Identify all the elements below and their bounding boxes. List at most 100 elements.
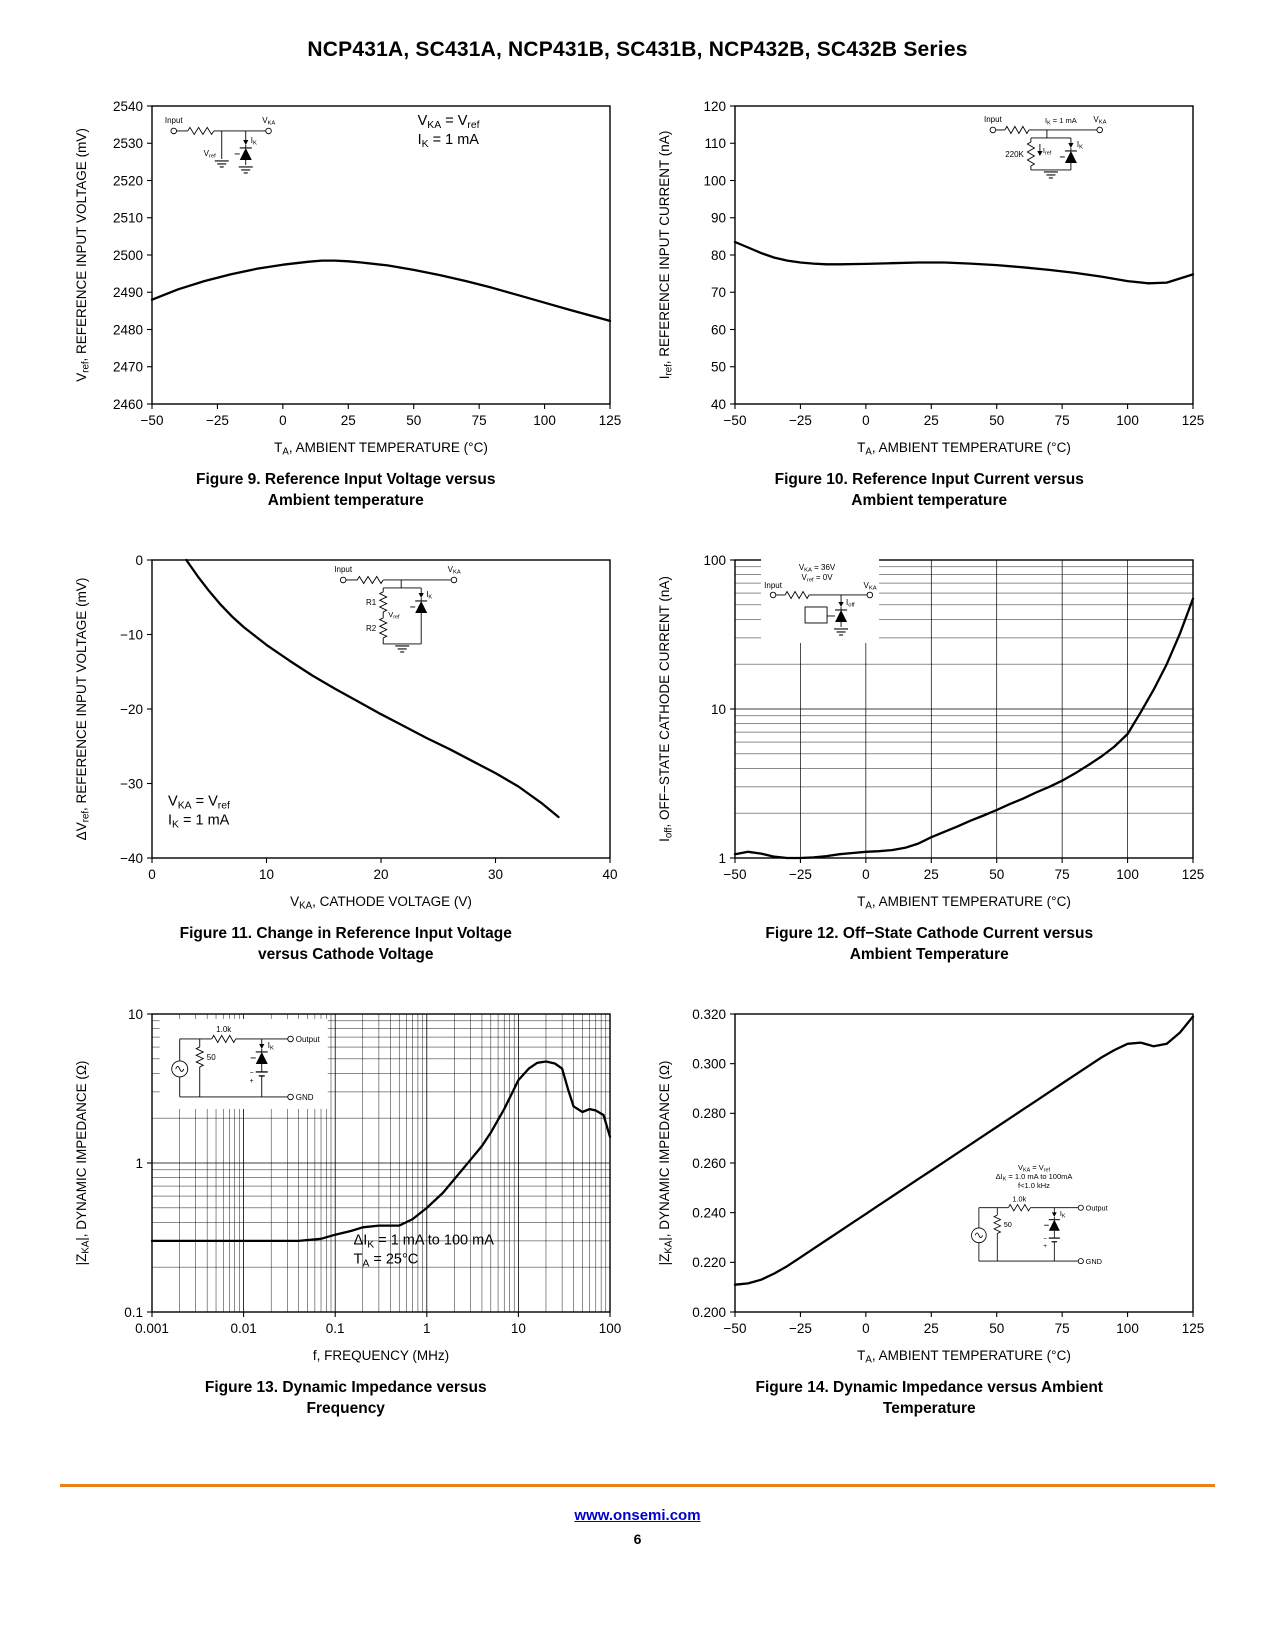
svg-text:TA = 25°C: TA = 25°C	[353, 1251, 418, 1269]
svg-text:0: 0	[862, 413, 870, 428]
svg-text:0.320: 0.320	[692, 1006, 726, 1021]
svg-text:125: 125	[1182, 1321, 1205, 1336]
svg-text:100: 100	[598, 1321, 621, 1336]
figure-12-block: −50 −25 0 25 50 75 100 125 1 10 100 TA, AMBIENT TEM…	[649, 546, 1209, 966]
footer-link[interactable]: www.onsemi.com	[574, 1506, 701, 1524]
svg-text:100: 100	[533, 413, 556, 428]
svg-text:−: −	[249, 1070, 253, 1077]
figure-9-caption: Figure 9. Reference Input Voltage versus…	[196, 470, 495, 512]
svg-text:VKA: VKA	[864, 581, 877, 592]
svg-text:IK: IK	[1077, 140, 1083, 151]
caption-line: Ambient Temperature	[849, 945, 1009, 963]
circuit-inset: Input VKA Vref IK	[165, 116, 275, 174]
svg-text:f, FREQUENCY (MHz): f, FREQUENCY (MHz)	[313, 1348, 449, 1363]
svg-text:IK = 1 mA: IK = 1 mA	[417, 132, 479, 150]
svg-text:80: 80	[711, 248, 726, 263]
svg-text:75: 75	[1055, 867, 1070, 882]
svg-text:100: 100	[1117, 413, 1140, 428]
figure-13-block: 0.001 0.01 0.1 1 10 100 0.1 1 10 f, FREQUENCY (MH…	[66, 1000, 626, 1420]
svg-text:0: 0	[862, 1321, 870, 1336]
svg-text:0.200: 0.200	[692, 1304, 726, 1319]
data-series	[734, 1015, 1195, 1286]
svg-text:40: 40	[602, 867, 617, 882]
figure-14-block: −50 −25 0 25 50 75 100 125 0.200 0.220 0.240 0.260 0…	[649, 1000, 1209, 1420]
svg-text:70: 70	[711, 285, 726, 300]
svg-text:Vref, REFERENCE INPUT VOLTAGE: Vref, REFERENCE INPUT VOLTAGE (mV)	[74, 128, 92, 382]
svg-text:−30: −30	[120, 776, 143, 791]
svg-text:Iref: Iref	[1043, 146, 1052, 157]
svg-text:110: 110	[705, 136, 727, 151]
svg-text:VKA: VKA	[1094, 115, 1107, 126]
svg-text:−20: −20	[120, 702, 143, 717]
circuit-inset: Input VKA IK = 1 mA 220K Iref IK	[984, 115, 1107, 179]
svg-text:0.300: 0.300	[692, 1056, 726, 1071]
svg-text:220K: 220K	[1005, 150, 1024, 159]
svg-text:IK: IK	[426, 590, 432, 601]
svg-text:−25: −25	[206, 413, 229, 428]
svg-text:Output: Output	[1086, 1203, 1108, 1212]
svg-text:−25: −25	[789, 867, 812, 882]
svg-text:0.240: 0.240	[692, 1205, 726, 1220]
svg-text:120: 120	[704, 99, 727, 114]
svg-text:0.220: 0.220	[692, 1255, 726, 1270]
figure-11-chart: 0 10 20 30 40 −40 −30 −20 −10 0 VKA, CATHODE VOLTA…	[74, 553, 618, 912]
svg-text:10: 10	[259, 867, 274, 882]
svg-text:1: 1	[719, 851, 727, 866]
circuit-inset: Input VKA R1 Vref R2 IK	[334, 565, 461, 653]
svg-text:|ZKA|, DYNAMIC IMPEDANCE (Ω): |ZKA|, DYNAMIC IMPEDANCE (Ω)	[657, 1060, 675, 1265]
svg-text:VKA: VKA	[447, 565, 460, 576]
svg-text:10: 10	[511, 1321, 526, 1336]
svg-text:1.0k: 1.0k	[1013, 1194, 1027, 1203]
svg-text:|ZKA|, DYNAMIC IMPEDANCE (Ω): |ZKA|, DYNAMIC IMPEDANCE (Ω)	[74, 1060, 92, 1265]
svg-text:0: 0	[279, 413, 287, 428]
svg-text:100: 100	[1117, 1321, 1140, 1336]
svg-text:−50: −50	[724, 867, 747, 882]
svg-text:IK = 1 mA: IK = 1 mA	[168, 812, 230, 830]
svg-text:TA, AMBIENT TEMPERATURE (°C): TA, AMBIENT TEMPERATURE (°C)	[857, 440, 1071, 458]
charts-grid: −50 −25 0 25 50 75 100 125 2460 2470 2480 2490 2500 2…	[58, 92, 1217, 1420]
svg-text:2460: 2460	[113, 397, 143, 412]
svg-text:100: 100	[704, 173, 727, 188]
footer-rule	[60, 1483, 1215, 1487]
svg-text:TA, AMBIENT TEMPERATURE (°C): TA, AMBIENT TEMPERATURE (°C)	[857, 1348, 1071, 1366]
svg-text:125: 125	[598, 413, 621, 428]
svg-text:1.0k: 1.0k	[216, 1025, 232, 1034]
caption-line: Temperature	[882, 1399, 976, 1417]
caption-line: Figure 9. Reference Input Voltage versus	[196, 471, 496, 488]
svg-text:VKA = Vref: VKA = Vref	[417, 113, 479, 131]
svg-text:10: 10	[128, 1006, 143, 1021]
svg-text:1: 1	[423, 1321, 431, 1336]
svg-text:−50: −50	[724, 413, 747, 428]
svg-text:50: 50	[989, 1321, 1004, 1336]
svg-text:100: 100	[704, 553, 727, 568]
svg-text:0.1: 0.1	[326, 1321, 345, 1336]
svg-text:90: 90	[711, 211, 726, 226]
svg-text:GND: GND	[295, 1093, 313, 1102]
figure-10-chart: −50 −25 0 25 50 75 100 125 40 50 60 70 80 90 100 110 120…	[657, 99, 1204, 458]
svg-text:IK = 1 mA: IK = 1 mA	[1045, 116, 1077, 127]
svg-text:IK: IK	[267, 1041, 273, 1052]
svg-text:ΔVref, REFERENCE INPUT VOLTAGE: ΔVref, REFERENCE INPUT VOLTAGE (mV)	[74, 578, 92, 841]
svg-text:0.01: 0.01	[230, 1321, 256, 1336]
svg-text:ΔIK = 1.0 mA to 100mA: ΔIK = 1.0 mA to 100mA	[996, 1172, 1073, 1183]
svg-text:−40: −40	[120, 851, 143, 866]
svg-text:40: 40	[711, 397, 726, 412]
svg-text:Iref, REFERENCE INPUT CURRENT: Iref, REFERENCE INPUT CURRENT (nA)	[657, 131, 675, 380]
svg-text:100: 100	[1117, 867, 1140, 882]
data-series	[734, 597, 1195, 859]
caption-line: Figure 11. Change in Reference Input Vol…	[179, 924, 512, 942]
svg-text:1: 1	[135, 1155, 143, 1170]
circuit-inset: 1.0k 50 Output IK −+ GND	[159, 1018, 328, 1109]
data-series	[150, 259, 611, 323]
svg-text:Output: Output	[295, 1035, 320, 1044]
svg-text:Input: Input	[165, 116, 184, 125]
svg-text:25: 25	[924, 1321, 939, 1336]
caption-line: Figure 14. Dynamic Impedance versus Ambi…	[755, 1378, 1103, 1396]
svg-text:0: 0	[862, 867, 870, 882]
svg-text:25: 25	[924, 413, 939, 428]
svg-text:Input: Input	[764, 581, 783, 590]
figure-12-chart: −50 −25 0 25 50 75 100 125 1 10 100 TA, AMBIENT TEM…	[657, 553, 1204, 912]
svg-text:ΔIK = 1 mA to 100 mA: ΔIK = 1 mA to 100 mA	[353, 1232, 494, 1250]
caption-line: versus Cathode Voltage	[258, 945, 434, 963]
figure-9-chart: −50 −25 0 25 50 75 100 125 2460 2470 2480 2490 2500 2…	[74, 99, 621, 458]
